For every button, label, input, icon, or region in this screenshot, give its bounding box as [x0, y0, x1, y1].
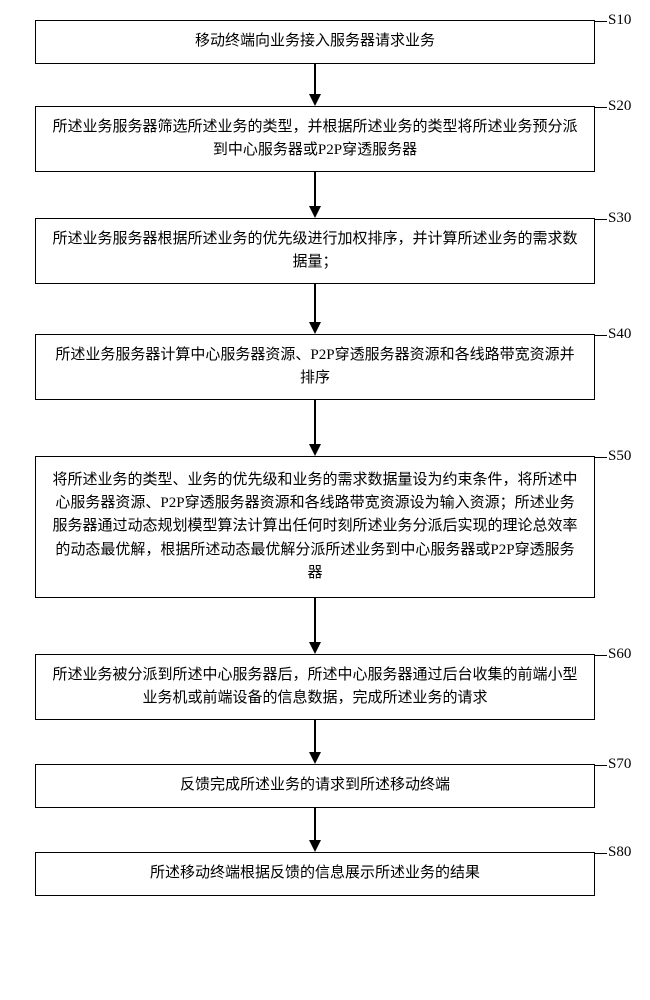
arrow-down-icon [309, 444, 321, 456]
step-label-s30: S30 [608, 210, 631, 227]
step-leader-s50 [595, 457, 607, 458]
step-leader-s60 [595, 655, 607, 656]
step-label-s70: S70 [608, 756, 631, 773]
step-label-s50: S50 [608, 448, 631, 465]
arrow-down-icon [309, 94, 321, 106]
step-text-s50: 将所述业务的类型、业务的优先级和业务的需求数据量设为约束条件，将所述中心服务器资… [50, 469, 580, 585]
step-box-s20: 所述业务服务器筛选所述业务的类型，并根据所述业务的类型将所述业务预分派到中心服务… [35, 106, 595, 172]
step-text-s80: 所述移动终端根据反馈的信息展示所述业务的结果 [150, 862, 480, 885]
step-leader-s80 [595, 853, 607, 854]
arrow-line-icon [314, 808, 316, 842]
step-text-s60: 所述业务被分派到所述中心服务器后，所述中心服务器通过后台收集的前端小型业务机或前… [50, 664, 580, 711]
step-label-s10: S10 [608, 12, 631, 29]
step-box-s30: 所述业务服务器根据所述业务的优先级进行加权排序，并计算所述业务的需求数据量； [35, 218, 595, 284]
step-leader-s10 [595, 21, 607, 22]
step-leader-s30 [595, 219, 607, 220]
step-leader-s40 [595, 335, 607, 336]
arrow-line-icon [314, 598, 316, 644]
arrow-line-icon [314, 400, 316, 446]
step-box-s60: 所述业务被分派到所述中心服务器后，所述中心服务器通过后台收集的前端小型业务机或前… [35, 654, 595, 720]
arrow-line-icon [314, 64, 316, 96]
step-label-s20: S20 [608, 98, 631, 115]
arrow-line-icon [314, 284, 316, 324]
step-box-s50: 将所述业务的类型、业务的优先级和业务的需求数据量设为约束条件，将所述中心服务器资… [35, 456, 595, 598]
arrow-down-icon [309, 840, 321, 852]
step-label-s40: S40 [608, 326, 631, 343]
step-leader-s70 [595, 765, 607, 766]
step-box-s40: 所述业务服务器计算中心服务器资源、P2P穿透服务器资源和各线路带宽资源并排序 [35, 334, 595, 400]
step-label-s80: S80 [608, 844, 631, 861]
arrow-down-icon [309, 752, 321, 764]
arrow-down-icon [309, 322, 321, 334]
arrow-line-icon [314, 720, 316, 754]
step-text-s40: 所述业务服务器计算中心服务器资源、P2P穿透服务器资源和各线路带宽资源并排序 [50, 344, 580, 391]
step-label-s60: S60 [608, 646, 631, 663]
step-box-s70: 反馈完成所述业务的请求到所述移动终端 [35, 764, 595, 808]
step-text-s70: 反馈完成所述业务的请求到所述移动终端 [180, 774, 450, 797]
step-text-s30: 所述业务服务器根据所述业务的优先级进行加权排序，并计算所述业务的需求数据量； [50, 228, 580, 275]
step-text-s10: 移动终端向业务接入服务器请求业务 [195, 30, 435, 53]
flowchart-canvas: S10 移动终端向业务接入服务器请求业务 S20 所述业务服务器筛选所述业务的类… [0, 0, 650, 1000]
step-text-s20: 所述业务服务器筛选所述业务的类型，并根据所述业务的类型将所述业务预分派到中心服务… [50, 116, 580, 163]
arrow-down-icon [309, 642, 321, 654]
arrow-line-icon [314, 172, 316, 208]
step-box-s10: 移动终端向业务接入服务器请求业务 [35, 20, 595, 64]
step-box-s80: 所述移动终端根据反馈的信息展示所述业务的结果 [35, 852, 595, 896]
step-leader-s20 [595, 107, 607, 108]
arrow-down-icon [309, 206, 321, 218]
